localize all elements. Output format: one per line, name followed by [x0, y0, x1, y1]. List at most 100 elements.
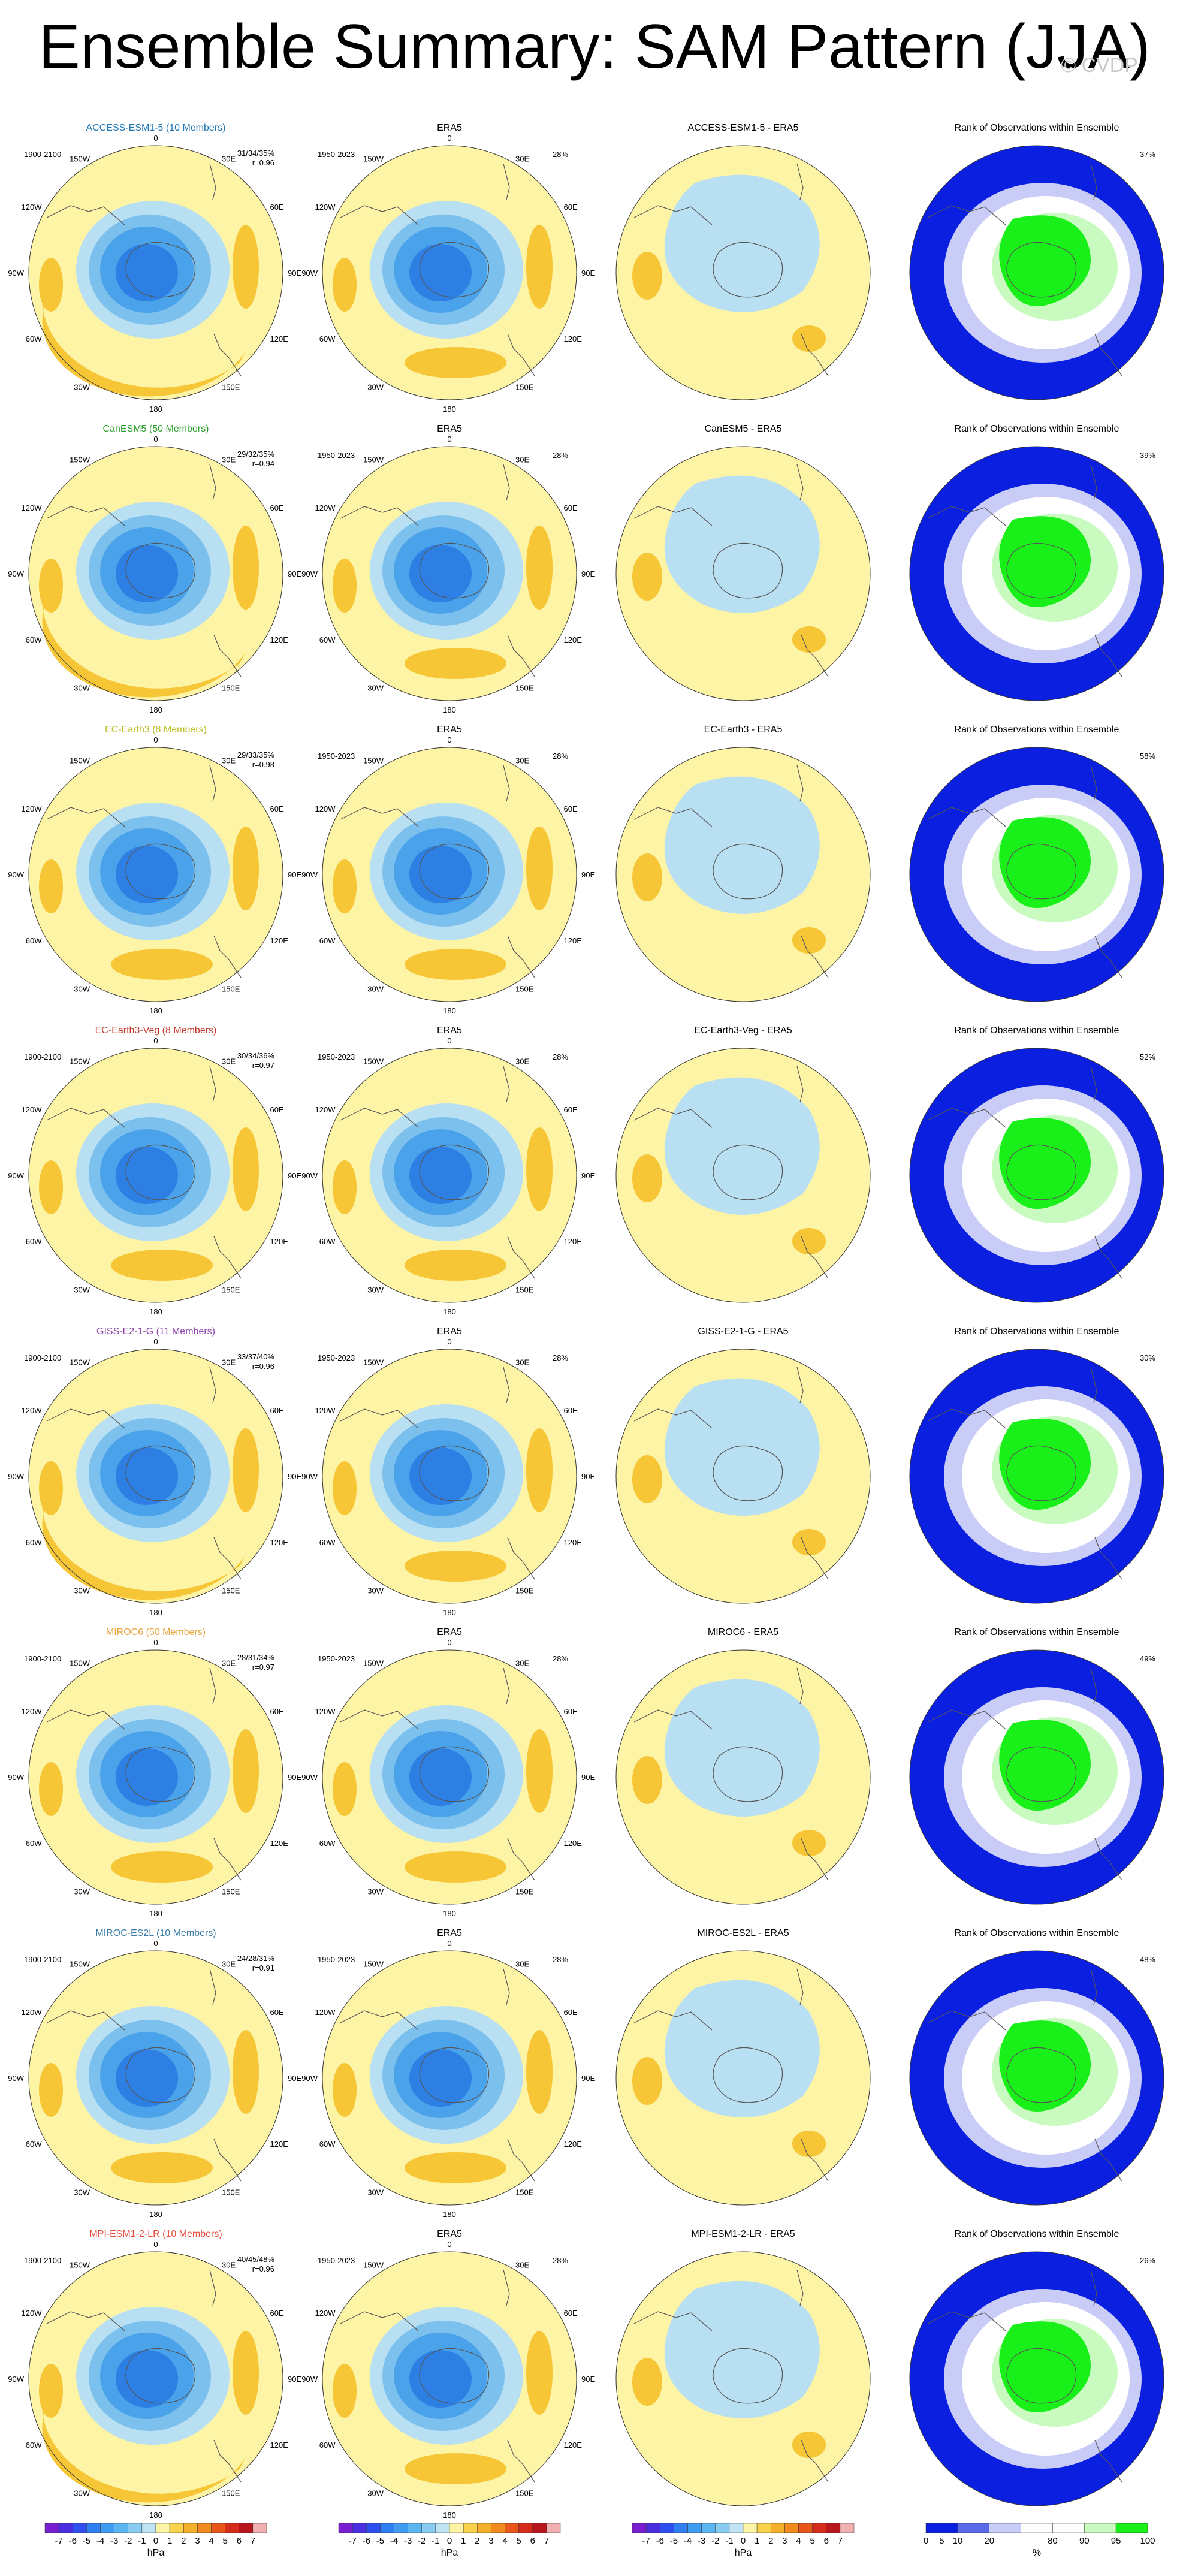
- era5-map: ERA5 1950-2023 28% 0 180 30W 60W 90W 120W 150W 30E…: [301, 1627, 595, 1918]
- lon-label: 120E: [270, 1839, 289, 1848]
- colorbar-tick: 2: [768, 2536, 773, 2546]
- lon-label: 150W: [70, 1358, 90, 1367]
- south-america-coast: [927, 2311, 1006, 2331]
- lon-label: 60W: [319, 1237, 336, 1246]
- lon-label: 180: [149, 1608, 162, 1617]
- lon-label: 30W: [74, 383, 90, 392]
- australia-coast: [801, 634, 829, 677]
- positive-lobe: [39, 1160, 63, 1214]
- positive-difference: [632, 1154, 662, 1202]
- colorbar-tick: 7: [251, 2536, 255, 2546]
- pct-variance: 28%: [553, 2256, 568, 2265]
- lon-label: 150W: [70, 154, 90, 163]
- lon-label: 150E: [222, 684, 240, 693]
- lon-label: 30E: [222, 455, 236, 464]
- lon-label: 30W: [367, 684, 384, 693]
- colorbar-tick: -2: [124, 2536, 132, 2546]
- pattern-correlation: r=0.97: [252, 1061, 274, 1070]
- lon-label: 60W: [26, 1538, 42, 1547]
- difference-pattern: [615, 1950, 871, 2206]
- positive-difference: [792, 1529, 826, 1555]
- lon-label: 30E: [515, 1959, 529, 1968]
- difference-map: EC-Earth3 - ERA5: [615, 725, 871, 1002]
- south-america-coast: [340, 1108, 419, 1128]
- lon-label: 30E: [515, 1358, 529, 1367]
- positive-lobe: [233, 2331, 259, 2415]
- lon-label: 90W: [8, 1171, 24, 1180]
- lon-label: 90E: [581, 269, 595, 277]
- period-label: 1900-2100: [24, 150, 61, 159]
- rank-title: Rank of Observations within Ensemble: [955, 123, 1119, 133]
- difference-map: MIROC-ES2L - ERA5: [615, 1928, 871, 2206]
- negative-contour: [409, 846, 472, 903]
- pct-variance: 28%: [553, 451, 568, 460]
- map-border: [322, 2251, 577, 2506]
- map-border: [28, 1048, 283, 1303]
- model-map: MIROC-ES2L (10 Members) 1900-2100 24/28/31…: [8, 1928, 301, 2219]
- positive-lobe: [405, 2453, 506, 2484]
- model-title: EC-Earth3-Veg (8 Members): [95, 1025, 217, 1036]
- south-america-coast: [340, 2311, 419, 2331]
- sam-pattern: 0 180 30W 60W 90W 120W 150W 30E 60E 90E 120E 150E: [8, 2240, 301, 2520]
- colorbar-swatch: [546, 2523, 561, 2533]
- colorbar-swatch: [989, 2523, 1021, 2533]
- lon-label: 180: [149, 2511, 162, 2520]
- negative-contour: [116, 846, 178, 903]
- lon-label: 60W: [319, 635, 336, 644]
- rank-title: Rank of Observations within Ensemble: [955, 1025, 1119, 1036]
- map-border: [615, 747, 871, 1002]
- lon-label: 90E: [288, 269, 301, 277]
- colorbar-tick: 20: [984, 2536, 994, 2546]
- lon-label: 60E: [564, 503, 578, 512]
- difference-title: ACCESS-ESM1-5 - ERA5: [688, 123, 799, 133]
- lon-label: 60E: [564, 2008, 578, 2017]
- hpa-colorbar: -7 -6 -5 -4 -3 -2 -1 0 1 2 3 4 5 6 7 hPa: [632, 2523, 855, 2558]
- lon-label: 0: [153, 2240, 158, 2249]
- pct-stats: 40/45/48%: [237, 2255, 275, 2264]
- rank-pct: 30%: [1140, 1353, 1155, 1362]
- rank-map: Rank of Observations within Ensemble 48%: [909, 1928, 1164, 2206]
- positive-lobe: [39, 2063, 63, 2117]
- difference-title: EC-Earth3-Veg - ERA5: [694, 1025, 792, 1036]
- lon-label: 120W: [315, 203, 336, 212]
- colorbar-swatch: [645, 2523, 660, 2533]
- lon-label: 90W: [8, 569, 24, 578]
- map-border: [28, 1649, 283, 1905]
- lon-label: 150W: [363, 1959, 384, 1968]
- australia-coast: [801, 1236, 829, 1279]
- lon-label: 60E: [564, 804, 578, 813]
- rank-map: Rank of Observations within Ensemble 39%: [909, 424, 1164, 701]
- antarctica-outline: [419, 2348, 490, 2404]
- south-america-coast: [633, 1408, 713, 1429]
- colorbar-swatch: [435, 2523, 450, 2533]
- antarctica-outline: [419, 1746, 490, 1802]
- colorbar-tick: 90: [1079, 2536, 1090, 2546]
- lon-label: 60E: [270, 804, 284, 813]
- lon-label: 150W: [70, 1959, 90, 1968]
- africa-coast: [1090, 2269, 1097, 2306]
- south-america-coast: [927, 1408, 1006, 1429]
- sam-pattern: 0 180 30W 60W 90W 120W 150W 30E 60E 90E 120E 150E: [301, 134, 595, 414]
- lon-label: 90W: [8, 870, 24, 879]
- colorbar-tick: 95: [1111, 2536, 1121, 2546]
- difference-title: MIROC-ES2L - ERA5: [697, 1928, 789, 1938]
- lon-label: 60W: [319, 1839, 336, 1848]
- map-border: [615, 1649, 871, 1905]
- difference-map: GISS-E2-1-G - ERA5: [615, 1326, 871, 1604]
- colorbar-swatch: [252, 2523, 267, 2533]
- period-label: 1950-2023: [318, 451, 355, 460]
- pct-variance: 28%: [553, 1654, 568, 1663]
- lon-label: 0: [447, 435, 451, 444]
- australia-coast: [801, 935, 829, 978]
- rank-pattern: [909, 1649, 1164, 1905]
- rank-region: [999, 1720, 1091, 1811]
- difference-title: MIROC6 - ERA5: [708, 1627, 778, 1637]
- period-label: 1950-2023: [318, 2256, 355, 2265]
- positive-difference: [632, 1756, 662, 1804]
- lon-label: 120E: [270, 1237, 289, 1246]
- lon-label: 180: [443, 1909, 456, 1918]
- lon-label: 0: [153, 1638, 158, 1647]
- negative-contour: [409, 244, 472, 301]
- lon-label: 60W: [26, 635, 42, 644]
- colorbar-swatch: [239, 2523, 254, 2533]
